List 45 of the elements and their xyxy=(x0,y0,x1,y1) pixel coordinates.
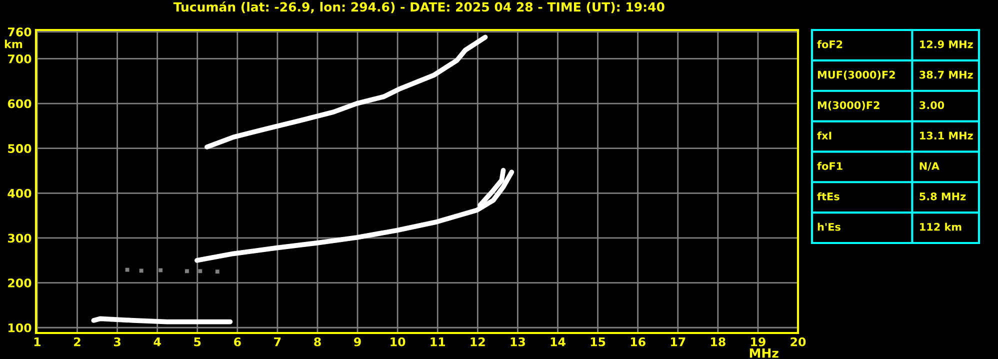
x-tick-label: 4 xyxy=(154,338,161,346)
text: fxI xyxy=(817,131,832,140)
text: 13.1 MHz xyxy=(920,132,973,140)
text: foF2 xyxy=(817,40,842,48)
x-tick-label: 1 xyxy=(34,338,40,346)
text: 5.8 MHz xyxy=(920,192,966,200)
y-tick-label: 300 xyxy=(8,234,32,243)
text: h'Es xyxy=(818,222,840,231)
text: 38.7 MHz xyxy=(920,70,973,79)
y-tick-label: 600 xyxy=(8,99,32,108)
y-tick-label: 400 xyxy=(8,188,32,198)
x-tick-label: 3 xyxy=(114,337,120,346)
x-tick-label: 15 xyxy=(590,338,606,346)
x-tick-label: 17 xyxy=(670,338,686,346)
x-tick-label: 2 xyxy=(74,337,80,346)
y-tick-label: 200 xyxy=(8,278,32,288)
x-tick-label: 11 xyxy=(430,338,446,346)
y-tick-label: 760 xyxy=(8,28,32,36)
x-tick-label: 14 xyxy=(550,338,566,346)
text: 12.9 MHz xyxy=(920,40,973,48)
text: 3.00 xyxy=(920,101,944,110)
x-tick-label: 12 xyxy=(470,337,485,346)
y-tick-label: 100 xyxy=(8,323,32,332)
x-tick-label: 20 xyxy=(790,337,806,346)
text: 112 km xyxy=(920,222,962,231)
x-tick-label: 18 xyxy=(711,337,726,346)
x-tick-label: 16 xyxy=(630,337,646,346)
x-tick-label: 19 xyxy=(751,337,766,346)
x-tick-label: 8 xyxy=(314,337,321,346)
x-tick-label: 9 xyxy=(354,337,361,346)
y-tick-label: 500 xyxy=(8,144,32,153)
text: foF1 xyxy=(817,162,842,170)
chart-title: Tucumán (lat: -26.9, lon: 294.6) - DATE: 2025 04 28 - TIME (UT): 19:40 xyxy=(173,1,664,14)
text: M(3000)F2 xyxy=(818,101,880,110)
x-tick-label: 6 xyxy=(234,337,241,346)
x-tick-label: 10 xyxy=(390,337,406,346)
y-axis-title: km xyxy=(4,40,22,48)
text: ftEs xyxy=(817,192,840,200)
x-tick-label: 5 xyxy=(194,338,201,346)
text: N/A xyxy=(920,162,940,171)
x-axis-title: MHz xyxy=(750,348,778,358)
text: MUF(3000)F2 xyxy=(818,70,895,80)
x-tick-label: 7 xyxy=(274,338,281,346)
x-tick-label: 13 xyxy=(510,337,525,346)
y-tick-label: 700 xyxy=(8,54,32,64)
